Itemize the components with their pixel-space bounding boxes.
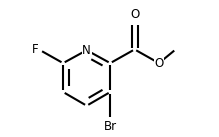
Text: N: N <box>82 44 91 57</box>
Text: F: F <box>32 43 39 56</box>
Text: O: O <box>130 8 139 21</box>
Text: O: O <box>154 57 164 70</box>
Text: Br: Br <box>104 120 117 133</box>
